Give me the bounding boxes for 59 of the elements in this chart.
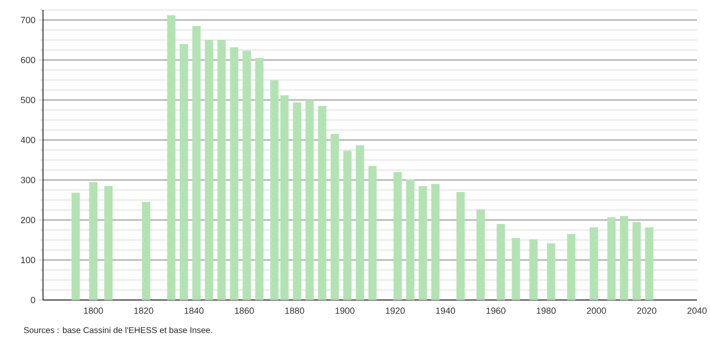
bar <box>496 224 505 300</box>
bar <box>607 217 616 300</box>
bar <box>192 26 201 300</box>
bar <box>180 44 188 300</box>
bar <box>217 40 226 300</box>
bar <box>406 179 414 300</box>
x-tick-label: 1920 <box>386 308 405 314</box>
x-tick-label: 1900 <box>336 308 354 314</box>
x-tick-label: 2000 <box>586 308 606 314</box>
x-tick-label: 1840 <box>184 308 204 314</box>
bar <box>305 100 314 300</box>
bar <box>394 172 402 300</box>
bar <box>330 134 339 300</box>
bar <box>292 102 302 300</box>
bar <box>72 192 80 300</box>
bar <box>242 50 251 300</box>
bar <box>456 192 465 300</box>
y-tick-label: 100 <box>21 256 36 264</box>
bar <box>204 40 214 300</box>
bar <box>431 184 440 300</box>
bar <box>142 202 150 300</box>
x-tick-label: 1800 <box>84 308 103 314</box>
x-tick-label: 1880 <box>285 308 304 314</box>
y-tick-label: 500 <box>20 96 36 104</box>
bar <box>167 15 176 300</box>
y-tick-label: 300 <box>20 176 36 184</box>
x-tick-label: 1860 <box>234 308 254 314</box>
y-tick-label: 200 <box>20 216 36 224</box>
bar <box>418 186 427 300</box>
x-tick-label: 1820 <box>134 308 154 314</box>
bar <box>645 227 654 300</box>
y-tick-label: 700 <box>20 16 36 24</box>
y-tick-label: 600 <box>20 56 36 64</box>
bar <box>356 145 364 300</box>
bar <box>512 238 520 300</box>
x-tick-label: 1960 <box>486 308 506 314</box>
bar <box>368 166 377 300</box>
bar <box>620 216 628 300</box>
x-tick-label: 2040 <box>687 308 707 314</box>
bar <box>230 47 238 300</box>
bar <box>632 222 641 300</box>
bar <box>590 227 598 300</box>
bar <box>529 239 538 300</box>
bar <box>270 80 279 300</box>
bar <box>104 186 113 300</box>
bar <box>89 182 98 300</box>
bar <box>318 106 326 300</box>
x-tick-label: 2020 <box>637 308 656 314</box>
bar <box>567 234 576 300</box>
bar <box>343 150 352 300</box>
bar <box>546 243 556 300</box>
source-note: Sources : base Cassini de l'EHESS et base Insee. <box>24 326 212 334</box>
x-tick-label: 1980 <box>536 308 556 314</box>
x-tick-label: 1940 <box>436 308 456 314</box>
bar <box>255 58 264 300</box>
bar <box>280 95 289 300</box>
y-tick-label: 400 <box>20 136 36 144</box>
y-tick-label: 0 <box>30 296 36 304</box>
bar <box>476 209 485 300</box>
